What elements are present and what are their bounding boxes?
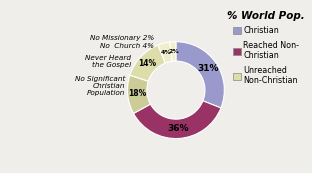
Text: 18%: 18% [128, 89, 146, 98]
Text: No Significant
Christian
Population: No Significant Christian Population [75, 76, 125, 96]
Wedge shape [158, 42, 172, 63]
Wedge shape [170, 42, 176, 61]
Text: No  Church 4%: No Church 4% [100, 43, 154, 49]
Legend: Christian, Reached Non-
Christian, Unreached
Non-Christian: Christian, Reached Non- Christian, Unrea… [224, 7, 308, 89]
Text: Never Heard
the Gospel: Never Heard the Gospel [85, 54, 131, 68]
Wedge shape [128, 75, 150, 113]
Text: No Missionary 2%: No Missionary 2% [90, 35, 154, 41]
Text: 4%: 4% [161, 50, 172, 55]
Wedge shape [176, 42, 224, 108]
Text: 14%: 14% [139, 59, 157, 68]
Text: 2%: 2% [168, 49, 179, 54]
Text: 31%: 31% [197, 64, 219, 73]
Wedge shape [130, 45, 165, 81]
Text: 36%: 36% [168, 124, 189, 133]
Wedge shape [134, 101, 221, 139]
